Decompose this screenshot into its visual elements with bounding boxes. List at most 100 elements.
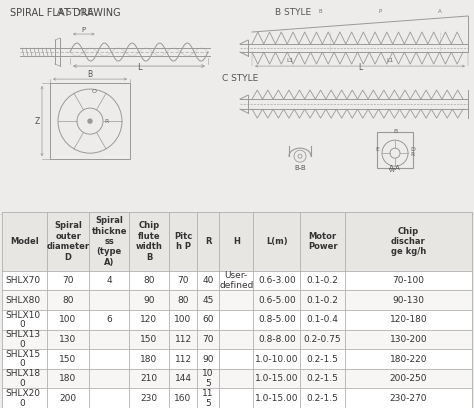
- Text: 112: 112: [174, 355, 191, 364]
- Text: Chip
dischar
ge kg/h: Chip dischar ge kg/h: [391, 226, 426, 257]
- Text: 40: 40: [202, 276, 214, 285]
- Text: 120: 120: [140, 315, 157, 324]
- Text: B: B: [394, 129, 398, 134]
- Text: SHLX18
0: SHLX18 0: [5, 369, 40, 388]
- Text: 180-220: 180-220: [390, 355, 427, 364]
- Text: R: R: [410, 152, 414, 157]
- Text: D: D: [410, 147, 415, 152]
- Text: 0.8-5.00: 0.8-5.00: [258, 315, 296, 324]
- Bar: [50, 83, 130, 159]
- Circle shape: [88, 119, 92, 123]
- Text: 120-180: 120-180: [390, 315, 427, 324]
- Text: 6: 6: [106, 315, 112, 324]
- Bar: [2, 310, 472, 330]
- Text: P: P: [378, 9, 382, 14]
- Text: B-B: B-B: [294, 165, 306, 171]
- Text: 112: 112: [174, 335, 191, 344]
- Text: W: W: [389, 168, 395, 173]
- Bar: [2, 290, 472, 310]
- Text: 100: 100: [59, 315, 77, 324]
- Text: 210: 210: [140, 374, 157, 383]
- Text: 70: 70: [202, 335, 214, 344]
- Text: 80: 80: [62, 296, 74, 305]
- Text: 0.6-3.00: 0.6-3.00: [258, 276, 296, 285]
- Text: Spiral
outer
diameter
D: Spiral outer diameter D: [46, 222, 90, 262]
- Text: 1.0-10.00: 1.0-10.00: [255, 355, 299, 364]
- Bar: [2, 388, 472, 408]
- Text: 200: 200: [60, 394, 77, 403]
- Text: 0.6-5.00: 0.6-5.00: [258, 296, 296, 305]
- Bar: [2, 271, 472, 290]
- Text: 10
5: 10 5: [202, 369, 214, 388]
- Text: SHLX70: SHLX70: [5, 276, 40, 285]
- Text: R: R: [205, 237, 211, 246]
- Text: 70: 70: [177, 276, 189, 285]
- Text: L1: L1: [286, 58, 294, 63]
- Text: 45: 45: [202, 296, 214, 305]
- Text: SPIRAL FLAT DRAWING: SPIRAL FLAT DRAWING: [10, 8, 120, 18]
- Text: 4: 4: [106, 276, 112, 285]
- Text: L: L: [137, 63, 141, 72]
- Text: 90: 90: [202, 355, 214, 364]
- Text: A-A: A-A: [389, 165, 401, 171]
- Text: SHLX10
0: SHLX10 0: [5, 310, 40, 329]
- Text: Pitc
h P: Pitc h P: [174, 232, 192, 251]
- Text: C STYLE: C STYLE: [222, 73, 258, 82]
- Text: A STYLE: A STYLE: [57, 8, 93, 17]
- Text: Z: Z: [35, 117, 40, 126]
- Text: SHLX80: SHLX80: [5, 296, 40, 305]
- Text: 80: 80: [177, 296, 189, 305]
- Text: 200-250: 200-250: [390, 374, 427, 383]
- Text: SHLX20
0: SHLX20 0: [5, 389, 40, 408]
- Text: 100: 100: [174, 315, 191, 324]
- Text: 0.2-1.5: 0.2-1.5: [307, 374, 338, 383]
- Text: L: L: [358, 63, 362, 72]
- Text: 70-100: 70-100: [392, 276, 424, 285]
- Text: 70: 70: [62, 276, 74, 285]
- Bar: [2, 212, 472, 271]
- Text: 60: 60: [202, 315, 214, 324]
- Bar: [377, 132, 413, 168]
- Text: 180: 180: [59, 374, 77, 383]
- Text: 0.2-0.75: 0.2-0.75: [304, 335, 341, 344]
- Text: 0.1-0.2: 0.1-0.2: [307, 296, 338, 305]
- Text: P: P: [82, 27, 86, 33]
- Text: B: B: [318, 9, 322, 14]
- Text: A: A: [438, 9, 442, 14]
- Text: B: B: [87, 70, 92, 79]
- Text: 0.2-1.5: 0.2-1.5: [307, 355, 338, 364]
- Text: 1.0-15.00: 1.0-15.00: [255, 394, 299, 403]
- Text: 0.2-1.5: 0.2-1.5: [307, 394, 338, 403]
- Text: E: E: [375, 147, 379, 152]
- Bar: [2, 330, 472, 349]
- Text: 0.1-0.2: 0.1-0.2: [307, 276, 338, 285]
- Bar: [2, 349, 472, 369]
- Text: 150: 150: [140, 335, 158, 344]
- Text: 0.1-0.4: 0.1-0.4: [307, 315, 338, 324]
- Text: 90: 90: [143, 296, 155, 305]
- Text: 130: 130: [59, 335, 77, 344]
- Text: H: H: [233, 237, 240, 246]
- Text: 1.0-15.00: 1.0-15.00: [255, 374, 299, 383]
- Text: 230: 230: [140, 394, 157, 403]
- Text: L(m): L(m): [266, 237, 288, 246]
- Text: 180: 180: [140, 355, 158, 364]
- Text: 230-270: 230-270: [390, 394, 427, 403]
- Text: SHLX13
0: SHLX13 0: [5, 330, 40, 349]
- Text: Chip
flute
width
B: Chip flute width B: [136, 222, 163, 262]
- Text: SHLX15
0: SHLX15 0: [5, 350, 40, 368]
- Text: Spiral
thickne
ss
(type
A): Spiral thickne ss (type A): [91, 216, 127, 267]
- Text: O: O: [92, 89, 97, 94]
- Text: 144: 144: [174, 374, 191, 383]
- Text: User-
defined: User- defined: [219, 271, 254, 290]
- Text: 130-200: 130-200: [390, 335, 427, 344]
- Text: L1: L1: [386, 58, 394, 63]
- Text: 150: 150: [59, 355, 77, 364]
- Text: Model: Model: [10, 237, 39, 246]
- Bar: [2, 369, 472, 388]
- Text: Motor
Power: Motor Power: [308, 232, 337, 251]
- Text: B STYLE: B STYLE: [275, 8, 311, 17]
- Text: 80: 80: [143, 276, 155, 285]
- Text: 90-130: 90-130: [392, 296, 424, 305]
- Text: R: R: [104, 119, 108, 124]
